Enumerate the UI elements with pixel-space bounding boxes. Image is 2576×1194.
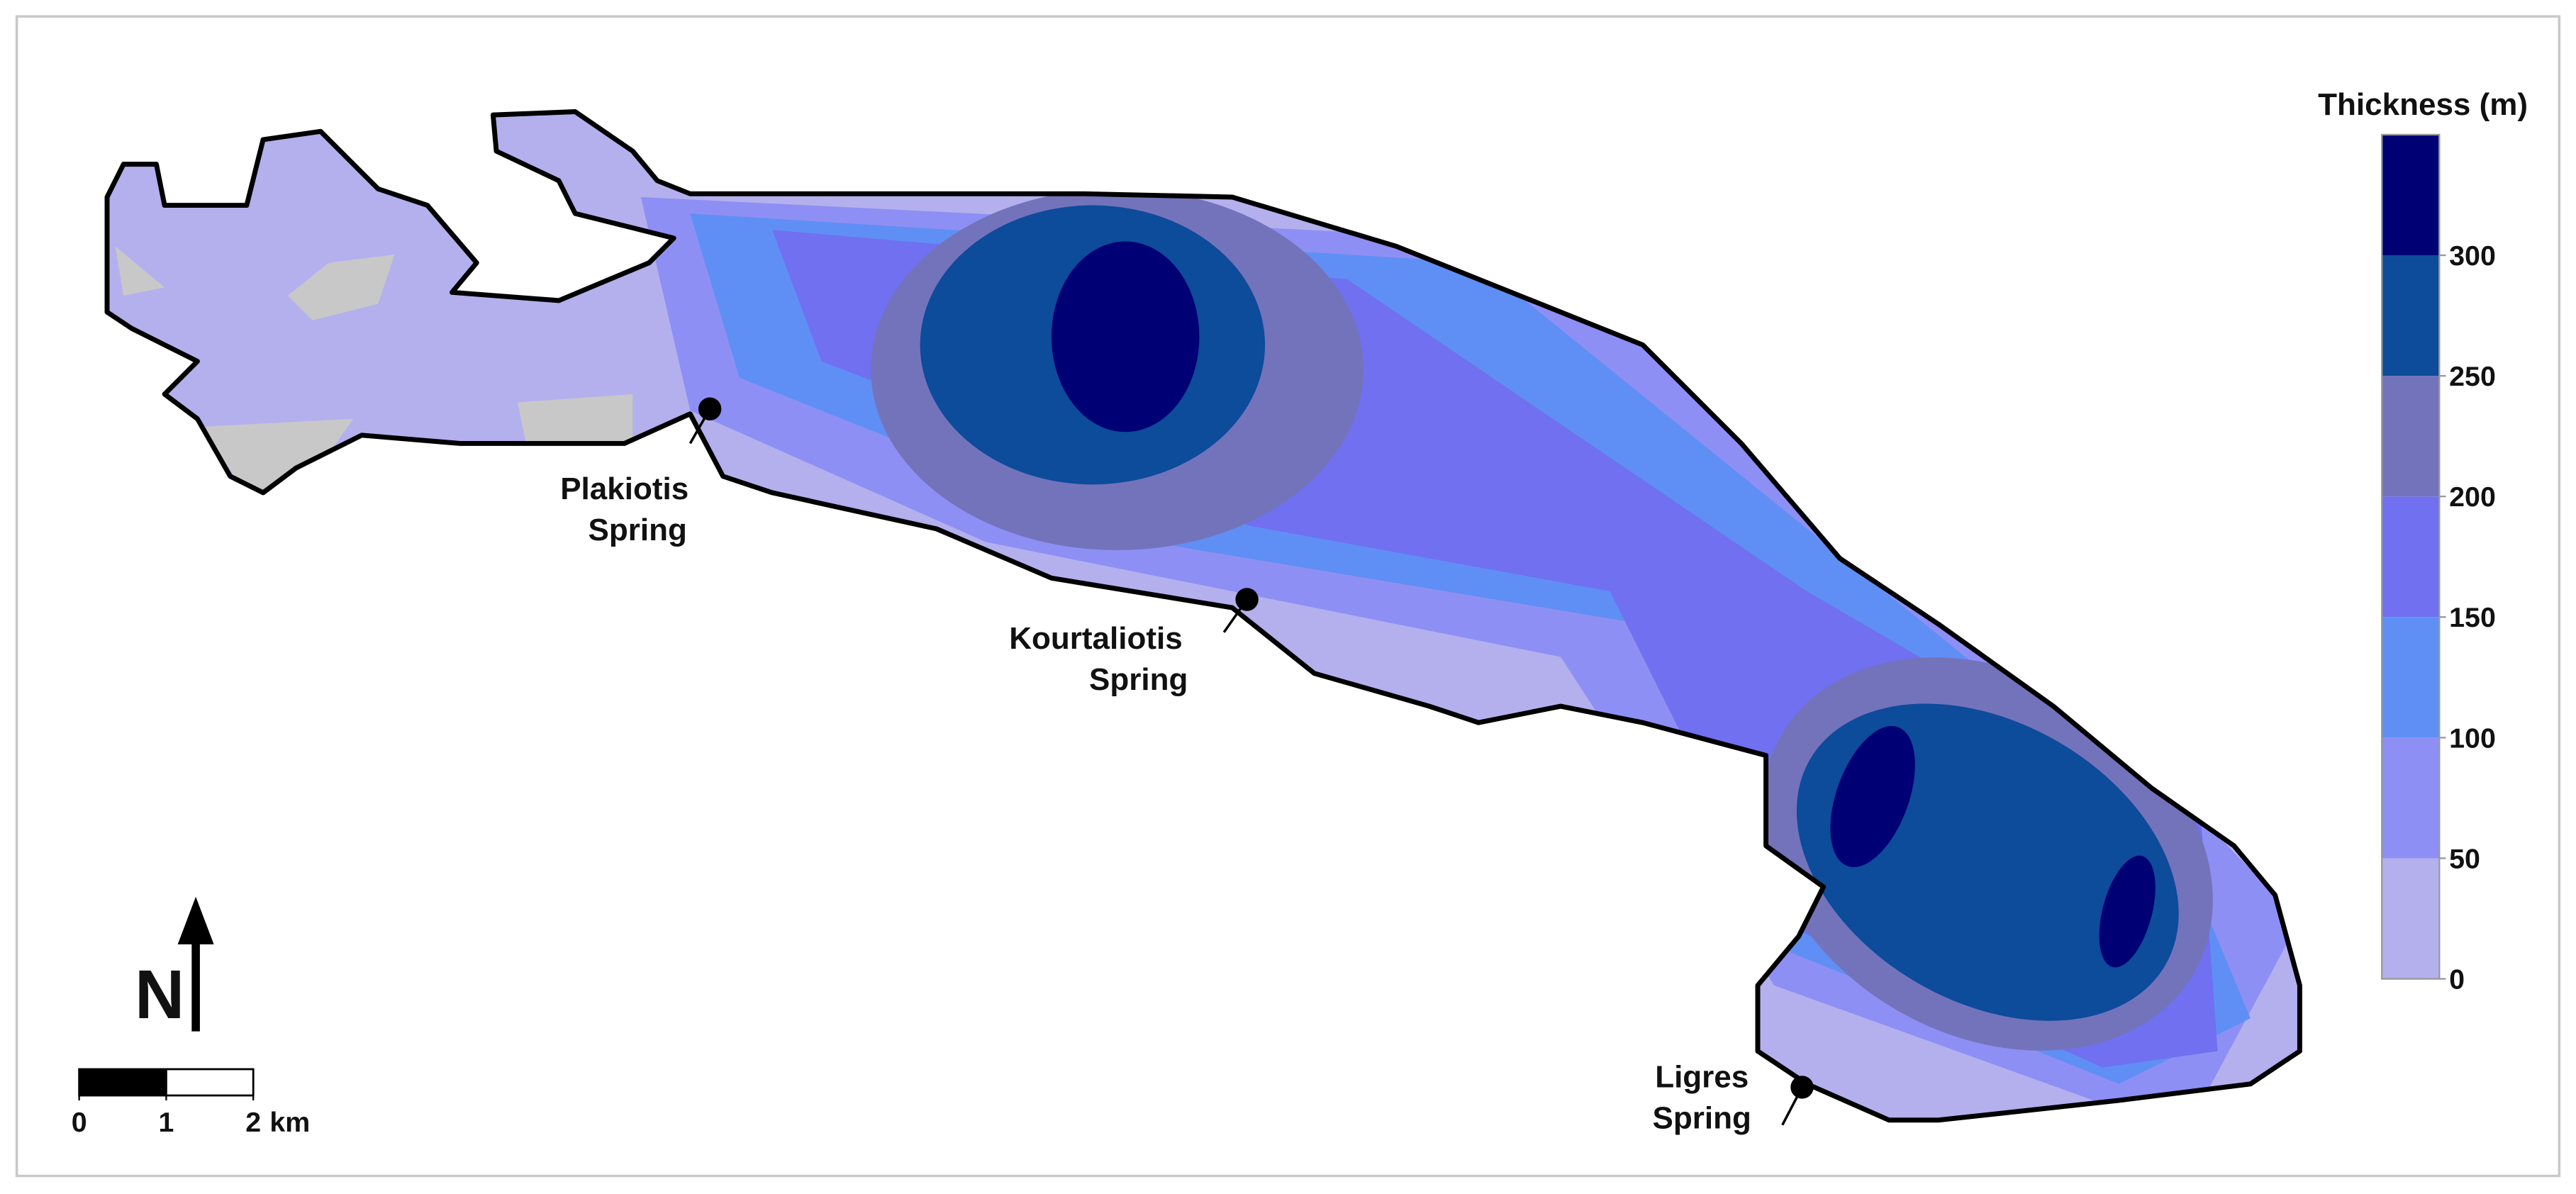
no-data-area	[287, 255, 395, 320]
spring-label: Spring	[1089, 662, 1188, 697]
legend-tick-label: 100	[2449, 722, 2496, 754]
spring-label: Kourtaliotis	[1009, 621, 1182, 656]
contour-band	[1830, 725, 1915, 867]
contour-band	[1626, 552, 1676, 598]
legend-tick-label: 250	[2449, 361, 2496, 392]
contour-band	[1051, 241, 1200, 433]
legend-swatch	[2382, 496, 2440, 618]
no-data-area	[115, 246, 165, 296]
legend-frame	[2381, 133, 2441, 980]
spring-arrow	[688, 408, 711, 445]
spring-label: Ligres	[1655, 1059, 1749, 1094]
scale-tick-label: 1	[158, 1107, 174, 1138]
legend-swatch	[2382, 737, 2440, 859]
spring-marker	[698, 397, 722, 420]
north-arrow-head	[177, 896, 214, 944]
legend-tick-label: 200	[2449, 481, 2496, 513]
legend-tick-label: 0	[2449, 964, 2465, 995]
scale-segment	[165, 1068, 255, 1097]
no-data-area	[197, 418, 354, 493]
legend-tick-label: 150	[2449, 602, 2496, 633]
legend-tick-label: 50	[2449, 843, 2480, 874]
legend: Thickness (m) 0 50 100 150 200 250 300	[2318, 87, 2528, 995]
legend-swatch	[2382, 255, 2440, 376]
legend-swatch	[2382, 858, 2440, 979]
legend-tick-label: 300	[2449, 240, 2496, 272]
contour-band	[2099, 855, 2156, 968]
north-label: N	[135, 956, 184, 1033]
scale-segment	[78, 1068, 167, 1097]
spring-label: Spring	[589, 513, 687, 547]
scale-tick-label: 0	[72, 1107, 87, 1138]
scale-unit: km	[269, 1107, 310, 1138]
north-arrow: N	[135, 896, 214, 1033]
legend-title: Thickness (m)	[2318, 87, 2528, 122]
spring-label: Plakiotis	[560, 472, 688, 506]
spring-arrow	[1781, 1086, 1804, 1126]
spring-label: Spring	[1653, 1100, 1751, 1135]
legend-swatch	[2382, 376, 2440, 497]
no-data-area	[518, 394, 633, 444]
scale-bar: 0 1 2 km	[72, 1068, 310, 1138]
legend-swatch	[2382, 617, 2440, 738]
spring-arrow	[1222, 598, 1249, 633]
legend-swatch	[2382, 134, 2440, 256]
springs: Plakiotis Spring Kourtaliotis Spring Lig…	[560, 397, 1814, 1135]
scale-tick-label: 2	[245, 1107, 261, 1138]
